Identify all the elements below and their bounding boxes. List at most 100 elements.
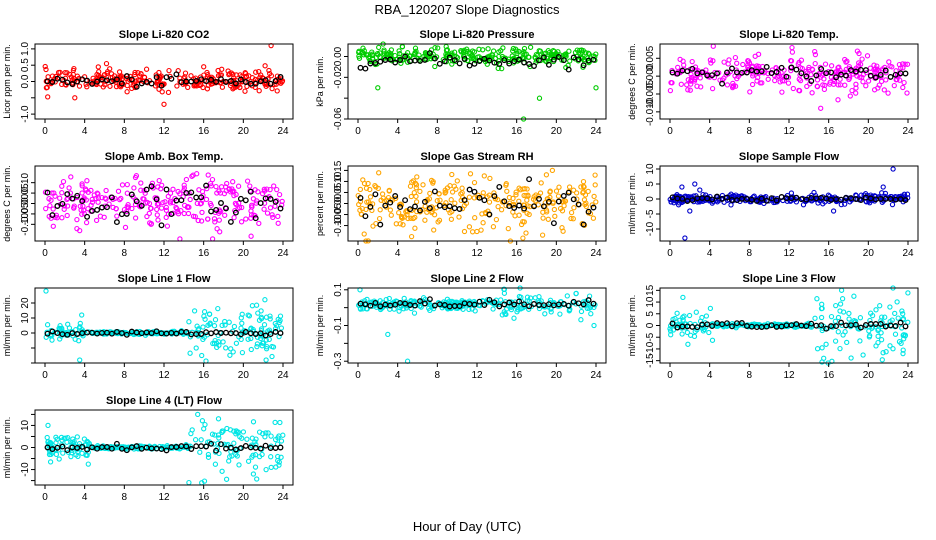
outlier-point <box>177 236 183 242</box>
point <box>279 198 285 205</box>
point <box>513 192 519 198</box>
point <box>516 185 522 191</box>
point <box>268 464 274 471</box>
mean-point <box>113 440 120 447</box>
mean-point <box>516 56 523 63</box>
point <box>202 421 208 428</box>
point <box>520 305 526 311</box>
point <box>835 97 841 103</box>
point <box>809 67 816 73</box>
point <box>769 67 775 73</box>
mean-point <box>481 302 488 308</box>
point <box>785 80 792 86</box>
point <box>270 344 277 350</box>
mean-point <box>133 443 140 450</box>
y-tick-label: 0.10 <box>333 171 344 191</box>
y-tick-label: 0.05 <box>333 182 344 202</box>
point <box>236 462 242 468</box>
point <box>859 56 865 62</box>
point <box>278 325 285 331</box>
point <box>548 309 554 315</box>
y-tick-label: -10 <box>645 341 656 356</box>
point <box>205 216 211 222</box>
point <box>155 217 161 223</box>
point <box>167 190 174 196</box>
point <box>844 339 850 346</box>
point <box>707 305 714 312</box>
point <box>842 56 848 63</box>
point <box>248 335 254 342</box>
point <box>59 215 65 221</box>
mean-point <box>163 186 170 193</box>
point <box>556 184 562 190</box>
point <box>162 199 168 205</box>
mean-point <box>133 83 140 90</box>
point <box>204 86 211 92</box>
mean-point <box>565 66 572 73</box>
point <box>900 84 906 91</box>
y-tick-label: 0.1 <box>333 282 344 296</box>
point <box>899 308 905 314</box>
point <box>454 178 460 184</box>
point <box>79 181 85 187</box>
mean-point <box>242 329 249 335</box>
mean-point <box>257 445 264 452</box>
mean-point <box>118 330 125 337</box>
point <box>366 53 373 60</box>
point <box>469 229 476 235</box>
point <box>892 310 898 317</box>
point <box>848 355 854 361</box>
point <box>667 328 674 334</box>
point <box>542 311 548 317</box>
mean-point <box>94 206 101 213</box>
mean-point <box>188 446 195 452</box>
mean-point <box>798 70 805 77</box>
point <box>731 83 737 89</box>
mean-point <box>232 80 239 87</box>
point <box>186 319 192 325</box>
point <box>396 308 402 314</box>
point <box>231 214 237 221</box>
mean-point <box>545 61 552 68</box>
point <box>852 318 859 324</box>
mean-point <box>198 443 205 450</box>
point <box>404 50 411 56</box>
point <box>195 326 202 332</box>
point <box>272 436 279 443</box>
point <box>501 286 508 292</box>
panel-ylabel: percent per min. <box>315 171 325 236</box>
point <box>875 333 881 339</box>
point <box>83 219 90 226</box>
point <box>892 331 899 337</box>
mean-point <box>49 79 56 85</box>
point <box>788 190 795 196</box>
y-tick-label: 15 <box>645 284 656 296</box>
point <box>686 312 693 319</box>
mean-point <box>803 73 810 80</box>
mean-point <box>570 298 577 305</box>
point <box>278 454 284 460</box>
outlier-point <box>276 462 282 468</box>
point <box>499 65 505 72</box>
mean-point <box>69 81 76 87</box>
point <box>272 203 278 209</box>
mean-point <box>227 78 234 84</box>
point <box>163 204 169 211</box>
mean-point <box>431 55 438 62</box>
point <box>74 434 80 440</box>
point <box>53 440 59 446</box>
point <box>144 199 150 206</box>
outlier-point <box>263 466 269 473</box>
point <box>60 450 66 456</box>
point <box>404 212 410 218</box>
point <box>459 205 466 212</box>
point <box>503 182 509 188</box>
point <box>749 81 756 88</box>
point <box>117 196 123 203</box>
point <box>249 303 256 309</box>
point <box>118 195 124 202</box>
point <box>74 73 81 79</box>
mean-point <box>426 205 433 212</box>
mean-point <box>158 446 165 453</box>
x-tick-label: 24 <box>277 126 289 137</box>
